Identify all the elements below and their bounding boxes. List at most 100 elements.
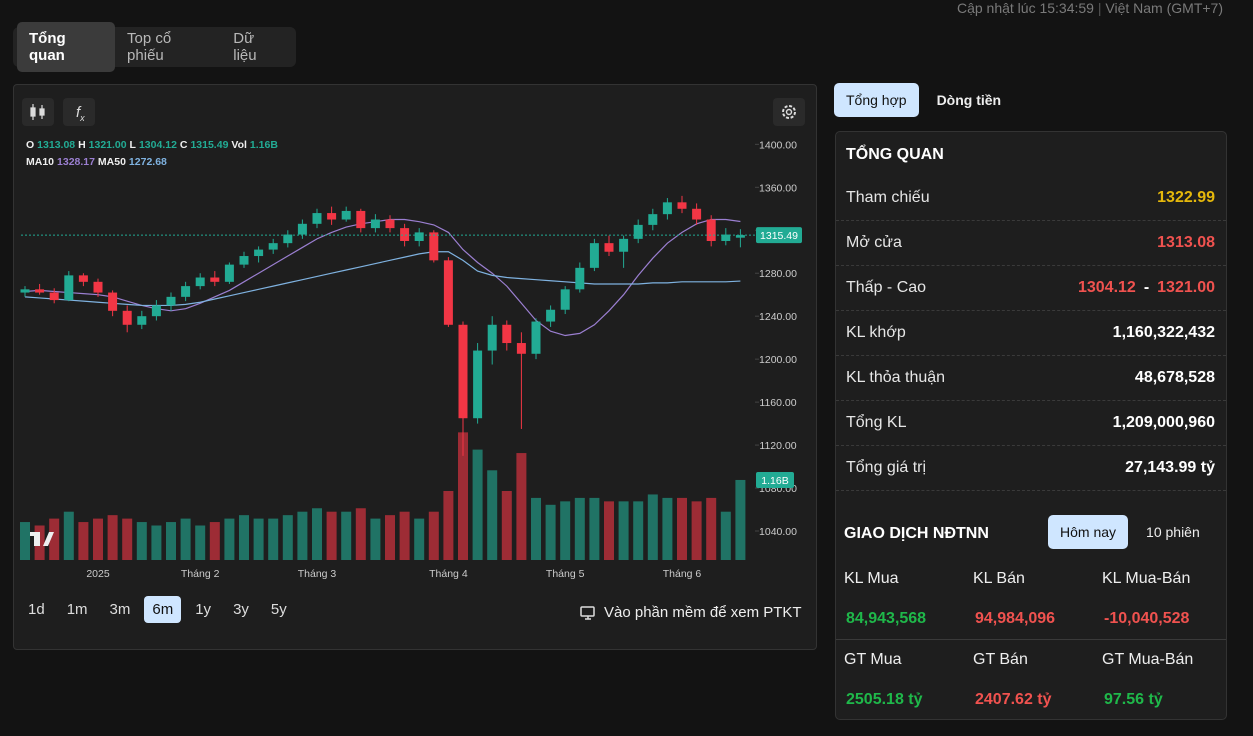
volume-bar bbox=[618, 501, 629, 560]
volume-bar bbox=[574, 497, 585, 560]
summary-panel: TỔNG QUAN Tham chiếu 1322.99 Mở cửa 1313.08… bbox=[835, 131, 1227, 720]
toolbar: fx bbox=[22, 98, 805, 126]
volume-bar bbox=[107, 515, 118, 560]
candle-body bbox=[370, 219, 380, 229]
candle-body bbox=[531, 321, 541, 354]
row-value: 1313.08 bbox=[1157, 234, 1215, 251]
main-tab[interactable]: Dữ liệu bbox=[233, 30, 257, 64]
candle-body bbox=[473, 350, 483, 419]
fx-icon: fx bbox=[76, 104, 85, 123]
row-value-group: 1313.08 bbox=[1157, 234, 1215, 252]
volume-bar bbox=[706, 497, 717, 560]
candle-body bbox=[356, 210, 366, 229]
volume-bar bbox=[472, 449, 483, 560]
candle-body bbox=[297, 223, 307, 235]
y-tick-label: 1120.00 bbox=[759, 440, 796, 452]
candle-body bbox=[546, 309, 556, 322]
volume-bar bbox=[487, 470, 498, 560]
volume-bar bbox=[414, 518, 425, 560]
volume-bar bbox=[63, 511, 74, 560]
candle-type-button[interactable] bbox=[22, 98, 54, 126]
range-button[interactable]: 6m bbox=[144, 596, 182, 623]
settings-button[interactable] bbox=[773, 98, 805, 126]
candle-body bbox=[49, 292, 59, 301]
candle-body bbox=[20, 289, 30, 293]
main-tab[interactable]: Top cổ phiếu bbox=[127, 30, 172, 64]
indicator-button[interactable] bbox=[63, 98, 95, 126]
volume-bar bbox=[501, 491, 512, 560]
volume-bar bbox=[385, 515, 395, 560]
ma-value: 1328.17 bbox=[57, 156, 95, 168]
foreign-tab[interactable]: 10 phiên bbox=[1146, 524, 1200, 540]
summary-row: Thấp - Cao 1304.12-1321.00 bbox=[836, 266, 1226, 311]
foreign-value: 2505.18 tỷ bbox=[846, 691, 923, 708]
row-value-group: 1,160,322,432 bbox=[1113, 324, 1215, 342]
update-time: Cập nhật lúc 15:34:59 bbox=[956, 0, 1094, 16]
candle-body bbox=[575, 267, 585, 290]
volume-bar bbox=[633, 501, 644, 560]
gear-icon-center bbox=[785, 108, 793, 116]
candle-body bbox=[604, 243, 614, 252]
foreign-value: -10,040,528 bbox=[1104, 610, 1190, 627]
y-tick-label: 1200.00 bbox=[759, 354, 797, 366]
row-value: 1321.00 bbox=[1157, 279, 1215, 296]
row-value-group: 1322.99 bbox=[1157, 189, 1215, 207]
candle-body bbox=[516, 343, 526, 354]
ptkt-link[interactable]: Vào phần mềm để xem PTKT bbox=[580, 604, 802, 621]
link-text: Vào phần mềm để xem PTKT bbox=[604, 604, 802, 621]
candle-body bbox=[254, 249, 264, 257]
range-button[interactable]: 1m bbox=[66, 601, 88, 618]
y-tick-label: 1240.00 bbox=[759, 311, 797, 323]
candle-body bbox=[648, 214, 658, 225]
legend-key: H bbox=[78, 139, 86, 151]
candle-body bbox=[443, 260, 453, 325]
summary-tab[interactable]: Tổng hợp bbox=[834, 83, 919, 117]
volume-bar bbox=[136, 522, 147, 560]
volume-bar bbox=[604, 501, 614, 560]
foreign-tab[interactable]: Hôm nay bbox=[1048, 515, 1129, 549]
range-button[interactable]: 3m bbox=[109, 601, 131, 618]
candle-body bbox=[283, 234, 293, 244]
summary-tab[interactable]: Dòng tiền bbox=[936, 92, 1002, 108]
candle-body bbox=[619, 238, 629, 252]
candle-body bbox=[93, 281, 103, 293]
range-button[interactable]: 5y bbox=[270, 601, 287, 618]
chart: fx O 1313.08 H 1321.00 L 1304.12 C 1315.49 V… bbox=[20, 98, 805, 580]
candle-body bbox=[633, 224, 643, 239]
row-value: 48,678,528 bbox=[1134, 369, 1215, 386]
ohlc-legend: O 1313.08 H 1321.00 L 1304.12 C 1315.49 Vol 1… bbox=[26, 139, 278, 168]
row-value-group: 1,209,000,960 bbox=[1113, 414, 1215, 432]
x-tick-label: Tháng 5 bbox=[546, 568, 585, 580]
summary-row: KL khớp 1,160,322,432 bbox=[836, 311, 1226, 356]
volume-bar bbox=[282, 515, 293, 560]
candle-body bbox=[560, 289, 570, 310]
legend-value: 1313.08 bbox=[37, 139, 75, 151]
candle-body bbox=[735, 235, 745, 238]
foreign-value: 97.56 tỷ bbox=[1104, 691, 1163, 708]
volume-bar bbox=[735, 479, 746, 560]
summary-title: TỔNG QUAN bbox=[846, 146, 944, 163]
foreign-value: 94,984,096 bbox=[975, 610, 1056, 627]
range-button[interactable]: 3y bbox=[233, 601, 249, 618]
range-button[interactable]: 1y bbox=[195, 601, 212, 618]
foreign-value: 2407.62 tỷ bbox=[975, 691, 1052, 708]
range-button[interactable]: 1d bbox=[28, 601, 45, 618]
candle-body bbox=[210, 277, 220, 282]
candle-body bbox=[589, 243, 599, 268]
candle-body bbox=[429, 232, 439, 261]
main-tab[interactable]: Tổng quan bbox=[17, 22, 116, 72]
volume-bar bbox=[326, 511, 337, 560]
legend-value: 1304.12 bbox=[139, 139, 177, 151]
candle-body bbox=[78, 275, 88, 282]
y-tick-label: 1040.00 bbox=[759, 526, 797, 538]
legend-key: L bbox=[130, 139, 137, 151]
row-label: Tham chiếu bbox=[846, 189, 930, 206]
legend-key: O bbox=[26, 139, 34, 151]
foreign-label: GT Bán bbox=[973, 651, 1028, 668]
volume-bar bbox=[560, 501, 571, 560]
volume-bar bbox=[720, 511, 731, 560]
ma-name: MA10 bbox=[26, 156, 54, 168]
candle-body bbox=[137, 316, 147, 325]
volume-bar bbox=[195, 525, 206, 560]
volume-bar bbox=[516, 453, 527, 560]
